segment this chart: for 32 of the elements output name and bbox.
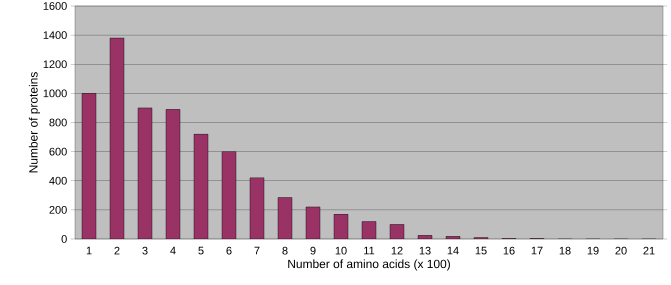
y-tick-label: 1000 (44, 90, 67, 98)
x-tick-label: 3 (142, 246, 148, 255)
y-tick-label: 1600 (44, 2, 67, 10)
x-tick-label: 16 (504, 246, 515, 255)
x-tick-label: 18 (560, 246, 571, 255)
x-axis-title: Number of amino acids (x 100) (288, 259, 450, 271)
x-tick-label: 13 (420, 246, 431, 255)
x-tick-label: 2 (114, 246, 120, 254)
x-tick-label: 17 (532, 246, 543, 254)
x-tick-label: 15 (476, 246, 487, 254)
x-tick-label: 1 (86, 246, 92, 254)
y-axis-title: Number of proteins (28, 72, 40, 172)
x-tick-label: 5 (198, 246, 204, 254)
x-tick-label: 21 (643, 246, 655, 254)
x-tick-label: 14 (448, 246, 459, 254)
y-tick-label: 800 (49, 118, 67, 126)
x-tick-label: 9 (310, 246, 316, 255)
x-tick-label: 8 (282, 246, 288, 255)
x-tick-label: 11 (364, 246, 374, 254)
x-tick-label: 19 (588, 246, 599, 255)
x-tick-label: 10 (336, 246, 347, 255)
y-tick-label: 1200 (44, 60, 67, 68)
y-tick-label: 0 (62, 235, 67, 243)
x-tick-label: 6 (226, 246, 232, 255)
y-tick-label: 600 (50, 148, 67, 156)
x-tick-label: 20 (615, 246, 627, 255)
x-tick-label: 7 (254, 246, 260, 254)
y-tick-label: 200 (49, 206, 67, 214)
y-tick-label: 1400 (44, 31, 67, 40)
y-tick-label: 400 (49, 176, 67, 185)
x-tick-label: 12 (392, 246, 403, 254)
x-tick-label: 4 (170, 246, 176, 254)
